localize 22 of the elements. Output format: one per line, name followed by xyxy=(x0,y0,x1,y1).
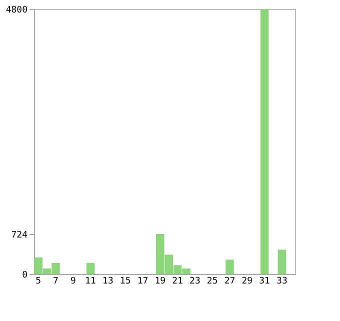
x-tick-label: 27 xyxy=(224,276,236,286)
x-tick-label: 19 xyxy=(154,276,166,286)
y-tick-label: 0 xyxy=(22,270,28,280)
y-tick-label: 724 xyxy=(11,230,28,241)
bar xyxy=(278,250,286,274)
bar xyxy=(260,9,269,274)
x-tick-label: 5 xyxy=(36,276,42,286)
bar xyxy=(86,262,95,274)
x-tick-label: 29 xyxy=(242,276,253,286)
x-tick-label: 23 xyxy=(190,276,200,286)
x-tick-label: 33 xyxy=(276,276,288,286)
x-tick-label: 11 xyxy=(85,276,96,286)
x-tick-label: 13 xyxy=(102,276,114,286)
x-tick-label: 9 xyxy=(70,276,76,286)
x-tick-label: 31 xyxy=(259,276,270,286)
x-tick-label: 21 xyxy=(172,276,183,286)
x-tick-label: 17 xyxy=(137,276,148,286)
y-tick-label: 4800 xyxy=(6,6,28,16)
x-tick-label: 25 xyxy=(206,276,218,286)
x-tick-label: 15 xyxy=(120,276,131,286)
x-tick-label: 7 xyxy=(53,276,58,286)
bar xyxy=(226,260,234,274)
